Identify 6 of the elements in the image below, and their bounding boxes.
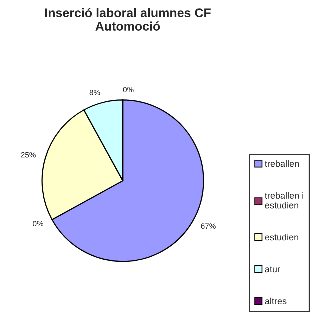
legend-label: estudien [265,234,298,241]
legend-label: treballen [265,160,299,168]
chart-title: Inserció laboral alumnes CF Automoció [45,8,211,31]
legend-label: atur [265,266,280,273]
legend-label: altres [265,298,287,305]
legend-label: treballen i estudien [265,192,304,209]
